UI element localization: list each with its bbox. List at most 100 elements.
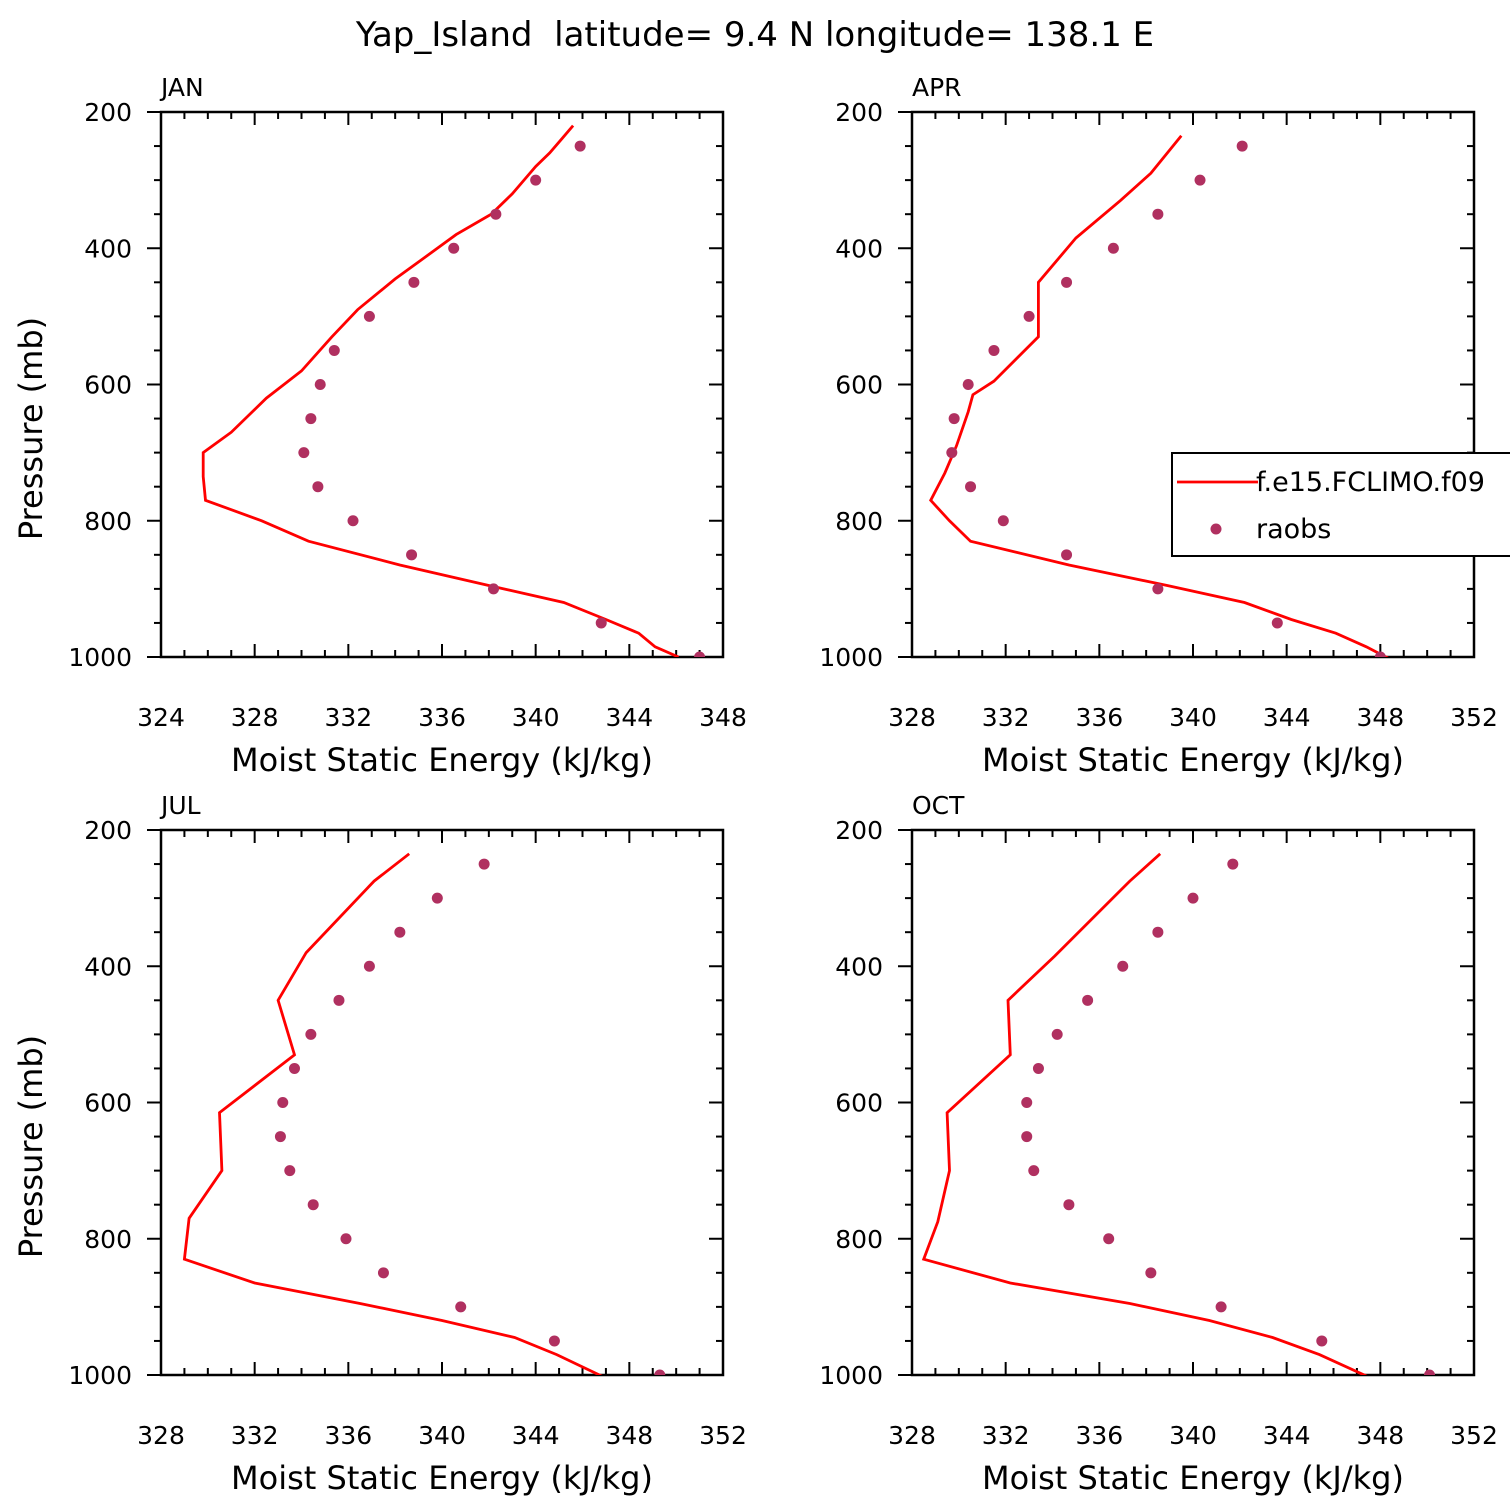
y-tick-label: 600 xyxy=(84,371,132,400)
x-tick-label: 344 xyxy=(1263,1421,1311,1450)
raobs-point xyxy=(1032,1062,1044,1074)
x-tick-label: 340 xyxy=(418,1421,466,1450)
y-axis-title-jul: Pressure (mb) xyxy=(12,1035,50,1258)
raobs-point xyxy=(488,583,500,595)
y-tick-label: 600 xyxy=(835,1089,883,1118)
x-tick-label: 352 xyxy=(1450,703,1498,732)
y-tick-label: 200 xyxy=(835,98,883,127)
y-tick-label: 800 xyxy=(835,1225,883,1254)
x-axis-title-oct: Moist Static Energy (kJ/kg) xyxy=(982,1459,1404,1497)
raobs-point xyxy=(307,1199,319,1211)
raobs-point xyxy=(1374,651,1386,657)
x-tick-label: 328 xyxy=(888,1421,936,1450)
raobs-point xyxy=(1107,242,1119,254)
raobs-point xyxy=(490,208,502,220)
model-line-jan xyxy=(201,124,680,657)
x-tick-label: 348 xyxy=(1356,703,1404,732)
panel-label-jan: JAN xyxy=(159,73,204,102)
y-tick-label: 1000 xyxy=(68,1361,132,1390)
raobs-point xyxy=(1152,926,1164,938)
panel-label-jul: JUL xyxy=(159,791,201,820)
x-tick-label: 340 xyxy=(1169,1421,1217,1450)
x-tick-label: 348 xyxy=(605,1421,653,1450)
panel-oct: OCT 328 332 336 340 344 348 352 200 400 600 800 1000… xyxy=(819,791,1497,1497)
x-tick-label: 328 xyxy=(888,703,936,732)
raobs-point xyxy=(988,344,1000,356)
raobs-point xyxy=(962,379,974,390)
raobs-point xyxy=(363,310,375,322)
raobs-point xyxy=(948,413,960,425)
y-tick-label: 400 xyxy=(84,234,132,263)
plot-area-jan xyxy=(201,124,706,657)
x-tick-label: 348 xyxy=(699,703,747,732)
panel-apr: APR 328 332 336 340 344 348 352 200 400 600 800 1000… xyxy=(819,73,1497,779)
x-tick-label: 344 xyxy=(512,1421,560,1450)
raobs-point xyxy=(1236,140,1248,152)
raobs-point xyxy=(1061,276,1073,288)
x-tick-label: 348 xyxy=(1356,1421,1404,1450)
x-tick-label: 352 xyxy=(699,1421,747,1450)
raobs-point xyxy=(284,1165,296,1177)
x-tick-label: 336 xyxy=(324,1421,372,1450)
raobs-point xyxy=(1021,1097,1033,1108)
x-tick-label: 328 xyxy=(137,1421,185,1450)
y-tick-label: 1000 xyxy=(68,643,132,672)
x-tick-label: 332 xyxy=(231,1421,279,1450)
y-tick-label: 200 xyxy=(84,98,132,127)
panel-label-oct: OCT xyxy=(912,791,965,820)
y-tick-label: 800 xyxy=(84,507,132,536)
x-tick-label: 332 xyxy=(324,703,372,732)
y-tick-label: 600 xyxy=(835,371,883,400)
raobs-point xyxy=(694,651,706,657)
x-axis-title-jul: Moist Static Energy (kJ/kg) xyxy=(231,1459,653,1497)
raobs-point xyxy=(431,892,443,904)
raobs-point xyxy=(1028,1165,1040,1177)
panel-jan: JAN 324 328 332 336 340 344 348 200 400 600 800 1000… xyxy=(12,73,747,779)
raobs-point xyxy=(1023,310,1035,322)
model-line-jul xyxy=(182,852,603,1375)
raobs-point xyxy=(595,617,607,629)
raobs-point xyxy=(394,926,406,938)
panel-jul: JUL 328 332 336 340 344 348 352 200 400 600 800 1000… xyxy=(12,791,747,1497)
legend: f.e15.FCLIMO.f09 raobs xyxy=(1171,452,1510,557)
x-tick-label: 328 xyxy=(231,703,279,732)
y-axis-title-jan: Pressure (mb) xyxy=(12,317,50,540)
x-tick-label: 324 xyxy=(137,703,185,732)
y-tick-label: 400 xyxy=(835,234,883,263)
raobs-point xyxy=(363,960,375,972)
y-tick-label: 400 xyxy=(84,952,132,981)
raobs-point xyxy=(305,1028,317,1040)
raobs-point xyxy=(1145,1267,1157,1279)
y-tick-label: 1000 xyxy=(819,1361,883,1390)
x-axis-title-apr: Moist Static Energy (kJ/kg) xyxy=(982,741,1404,779)
raobs-point xyxy=(574,140,586,152)
raobs-point xyxy=(1227,858,1239,870)
x-tick-label: 336 xyxy=(418,703,466,732)
model-line-oct xyxy=(921,852,1368,1375)
y-tick-label: 200 xyxy=(84,816,132,845)
raobs-point xyxy=(312,481,324,493)
raobs-point xyxy=(1187,892,1199,904)
raobs-point xyxy=(1316,1335,1328,1347)
raobs-point xyxy=(1061,549,1073,561)
y-tick-label: 800 xyxy=(84,1225,132,1254)
x-tick-label: 332 xyxy=(982,703,1030,732)
raobs-point xyxy=(1103,1233,1115,1245)
y-tick-label: 1000 xyxy=(819,643,883,672)
raobs-point xyxy=(478,858,490,870)
raobs-point xyxy=(277,1097,289,1108)
raobs-point xyxy=(455,1301,467,1313)
x-tick-label: 332 xyxy=(982,1421,1030,1450)
raobs-point xyxy=(965,481,977,493)
plot-area-jul xyxy=(182,852,666,1375)
raobs-point xyxy=(448,242,460,254)
raobs-point xyxy=(408,276,420,288)
raobs-point xyxy=(328,344,340,356)
legend-label-raobs: raobs xyxy=(1256,514,1331,545)
raobs-point xyxy=(305,413,317,425)
raobs-point xyxy=(347,515,359,527)
raobs-point xyxy=(274,1131,286,1143)
raobs-point xyxy=(1271,617,1283,629)
